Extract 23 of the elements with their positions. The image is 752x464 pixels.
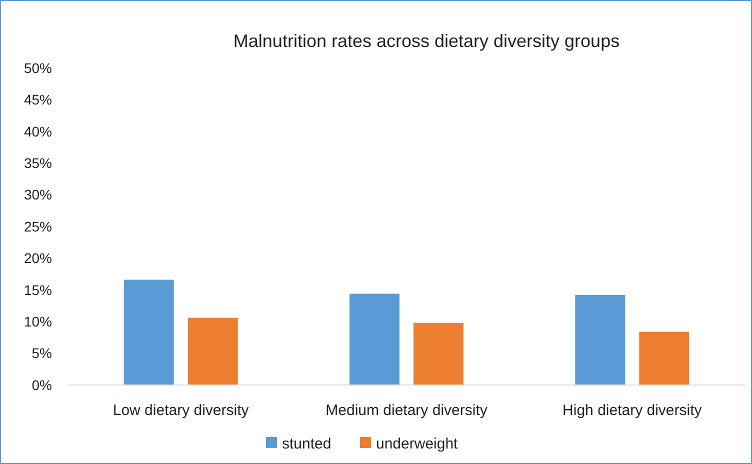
x-tick-label: Medium dietary diversity <box>326 402 488 419</box>
bar <box>575 294 626 385</box>
legend-label: underweight <box>376 435 459 452</box>
y-tick-label: 50% <box>24 60 52 76</box>
y-tick-label: 10% <box>24 314 52 330</box>
y-tick-label: 25% <box>24 218 52 234</box>
y-tick-label: 15% <box>24 282 52 298</box>
bar <box>639 332 690 385</box>
y-tick-label: 35% <box>24 155 52 171</box>
y-tick-label: 40% <box>24 123 52 140</box>
y-tick-label: 0% <box>32 376 52 393</box>
x-tick-label: High dietary diversity <box>562 402 702 419</box>
y-tick-label: 20% <box>24 250 52 266</box>
bar <box>124 280 174 385</box>
y-tick-label: 30% <box>24 186 52 203</box>
y-tick-label: 5% <box>32 345 52 362</box>
y-tick-label: 45% <box>24 92 52 108</box>
bar <box>414 322 464 385</box>
chart-title: Malnutrition rates across dietary diversity groups <box>233 31 620 51</box>
legend-label: stunted <box>282 435 332 452</box>
x-tick-label: Low dietary diversity <box>112 402 250 419</box>
bar <box>188 318 238 385</box>
bar <box>350 294 400 385</box>
